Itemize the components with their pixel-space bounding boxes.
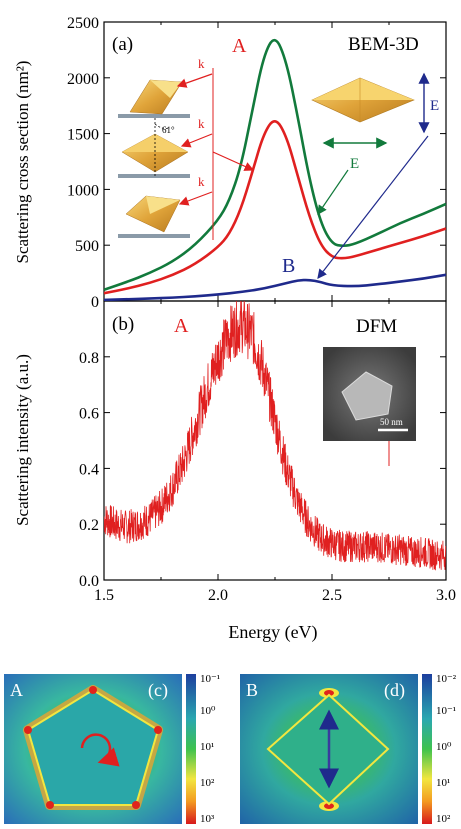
series-line-a-2: [104, 273, 446, 301]
panel-d-mode: B: [246, 680, 258, 700]
colorbar-c-tick-label: 10¹: [200, 741, 214, 753]
field-map-d: B (d): [240, 674, 418, 824]
y-tick-label: 1500: [67, 127, 99, 144]
y-tick-label: 500: [75, 238, 99, 255]
k-label-1: k: [198, 56, 205, 71]
x-tick-label: 2.0: [208, 587, 228, 604]
panel-a-ylabel: Scattering cross section (nm²): [13, 61, 32, 264]
colorbar-c-tick-label: 10⁰: [200, 705, 216, 717]
panel-a-tag: (a): [112, 34, 133, 55]
series-line-b-0: [104, 301, 446, 571]
sem-inset: 50 nm: [323, 347, 416, 441]
x-tick-label: 2.5: [322, 587, 342, 604]
series-line-a-1: [104, 120, 446, 295]
panel-c-mode: A: [10, 680, 23, 700]
colorbar-d-tick-label: 10¹: [436, 777, 450, 789]
bipyramid-schematic: E E: [311, 72, 439, 279]
colorbar-d-tick-label: 10⁻¹: [436, 705, 456, 717]
k-label-3: k: [198, 174, 205, 189]
panel-d-tag: (d): [384, 680, 405, 701]
panel-a-ticks: 0 500 1000 1500 2000 2500: [67, 15, 447, 311]
panel-b-ylabel: Scattering intensity (a.u.): [13, 354, 32, 526]
y-tick-label: 0.0: [79, 573, 99, 590]
panel-b-peak-a: A: [174, 315, 189, 337]
colorbar-c-tick-label: 10⁻¹: [200, 673, 220, 685]
k-label-2: k: [198, 116, 205, 131]
colorbar-d-tick-label: 10⁻²: [436, 673, 457, 685]
x-tick-label: 3.0: [436, 587, 456, 604]
colorbar-c-tick-label: 10²: [200, 777, 215, 789]
y-tick-label: 0.8: [79, 350, 99, 367]
k-vectors: k k k: [176, 56, 255, 240]
peak-b-label: B: [282, 255, 295, 277]
y-tick-label: 0.2: [79, 517, 99, 534]
panel-b-series: [104, 301, 446, 571]
panel-a-series: [104, 39, 446, 301]
colorbar-c: [186, 674, 196, 824]
colorbar-d: [422, 674, 432, 824]
field-map-c: A (c): [4, 674, 182, 824]
scale-bar-label: 50 nm: [380, 417, 403, 427]
e-label-green: E: [350, 156, 359, 172]
colorbar-c-ticks: 10⁻¹ 10⁰ 10¹ 10² 10³: [200, 673, 220, 825]
y-tick-label: 0: [91, 294, 99, 311]
panel-b-tag: (b): [112, 314, 134, 335]
y-tick-label: 0.6: [79, 406, 99, 423]
e-label-blue: E: [430, 98, 439, 114]
y-tick-label: 1000: [67, 182, 99, 199]
x-tick-label: 1.5: [94, 587, 114, 604]
panel-a-method: BEM-3D: [348, 34, 419, 55]
colorbar-d-tick-label: 10²: [436, 813, 451, 825]
x-axis-label: Energy (eV): [228, 622, 317, 643]
colorbar-d-ticks: 10⁻² 10⁻¹ 10⁰ 10¹ 10²: [436, 673, 457, 825]
y-tick-label: 2500: [67, 15, 99, 32]
y-tick-label: 2000: [67, 71, 99, 88]
series-line-a-0: [104, 39, 446, 292]
colorbar-c-tick-label: 10³: [200, 813, 215, 825]
octahedron-schematic: 61°: [118, 79, 190, 238]
peak-a-label: A: [232, 35, 247, 57]
angle-label: 61°: [162, 125, 175, 135]
colorbar-d-tick-label: 10⁰: [436, 741, 452, 753]
panel-b-method: DFM: [356, 316, 397, 337]
panel-b-ticks: 0.0 0.2 0.4 0.6 0.8 1.5 2.0 2.5 3.0: [79, 301, 456, 604]
panel-c-tag: (c): [148, 680, 168, 701]
y-tick-label: 0.4: [79, 461, 99, 478]
